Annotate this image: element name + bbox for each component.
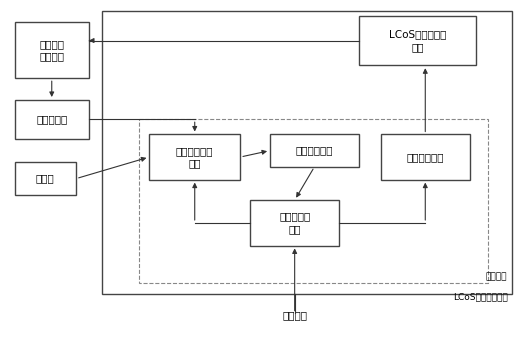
Text: 信号接收转换
模块: 信号接收转换 模块	[176, 146, 213, 168]
Bar	[149, 134, 240, 180]
Bar	[380, 134, 470, 180]
Bar	[15, 100, 89, 139]
Text: 微控制模块: 微控制模块	[36, 114, 67, 124]
Text: 相位调制
测量模块: 相位调制 测量模块	[39, 39, 64, 62]
Text: 外部输入: 外部输入	[282, 310, 307, 320]
Text: LCoS微显示芯片
模块: LCoS微显示芯片 模块	[389, 29, 446, 52]
Text: 数据源: 数据源	[36, 174, 55, 184]
Bar	[15, 22, 89, 78]
Bar	[102, 12, 512, 294]
Bar	[270, 134, 359, 167]
Bar	[139, 119, 487, 283]
Bar	[359, 16, 476, 65]
Text: 寄存器配置
模块: 寄存器配置 模块	[279, 212, 310, 234]
Bar	[15, 163, 76, 195]
Text: 相位校正模块: 相位校正模块	[406, 152, 444, 162]
Text: 存储控制模块: 存储控制模块	[296, 146, 333, 156]
Bar	[250, 200, 339, 245]
Text: LCoS空间光调制器: LCoS空间光调制器	[453, 292, 508, 301]
Text: 驱动模块: 驱动模块	[486, 272, 508, 282]
